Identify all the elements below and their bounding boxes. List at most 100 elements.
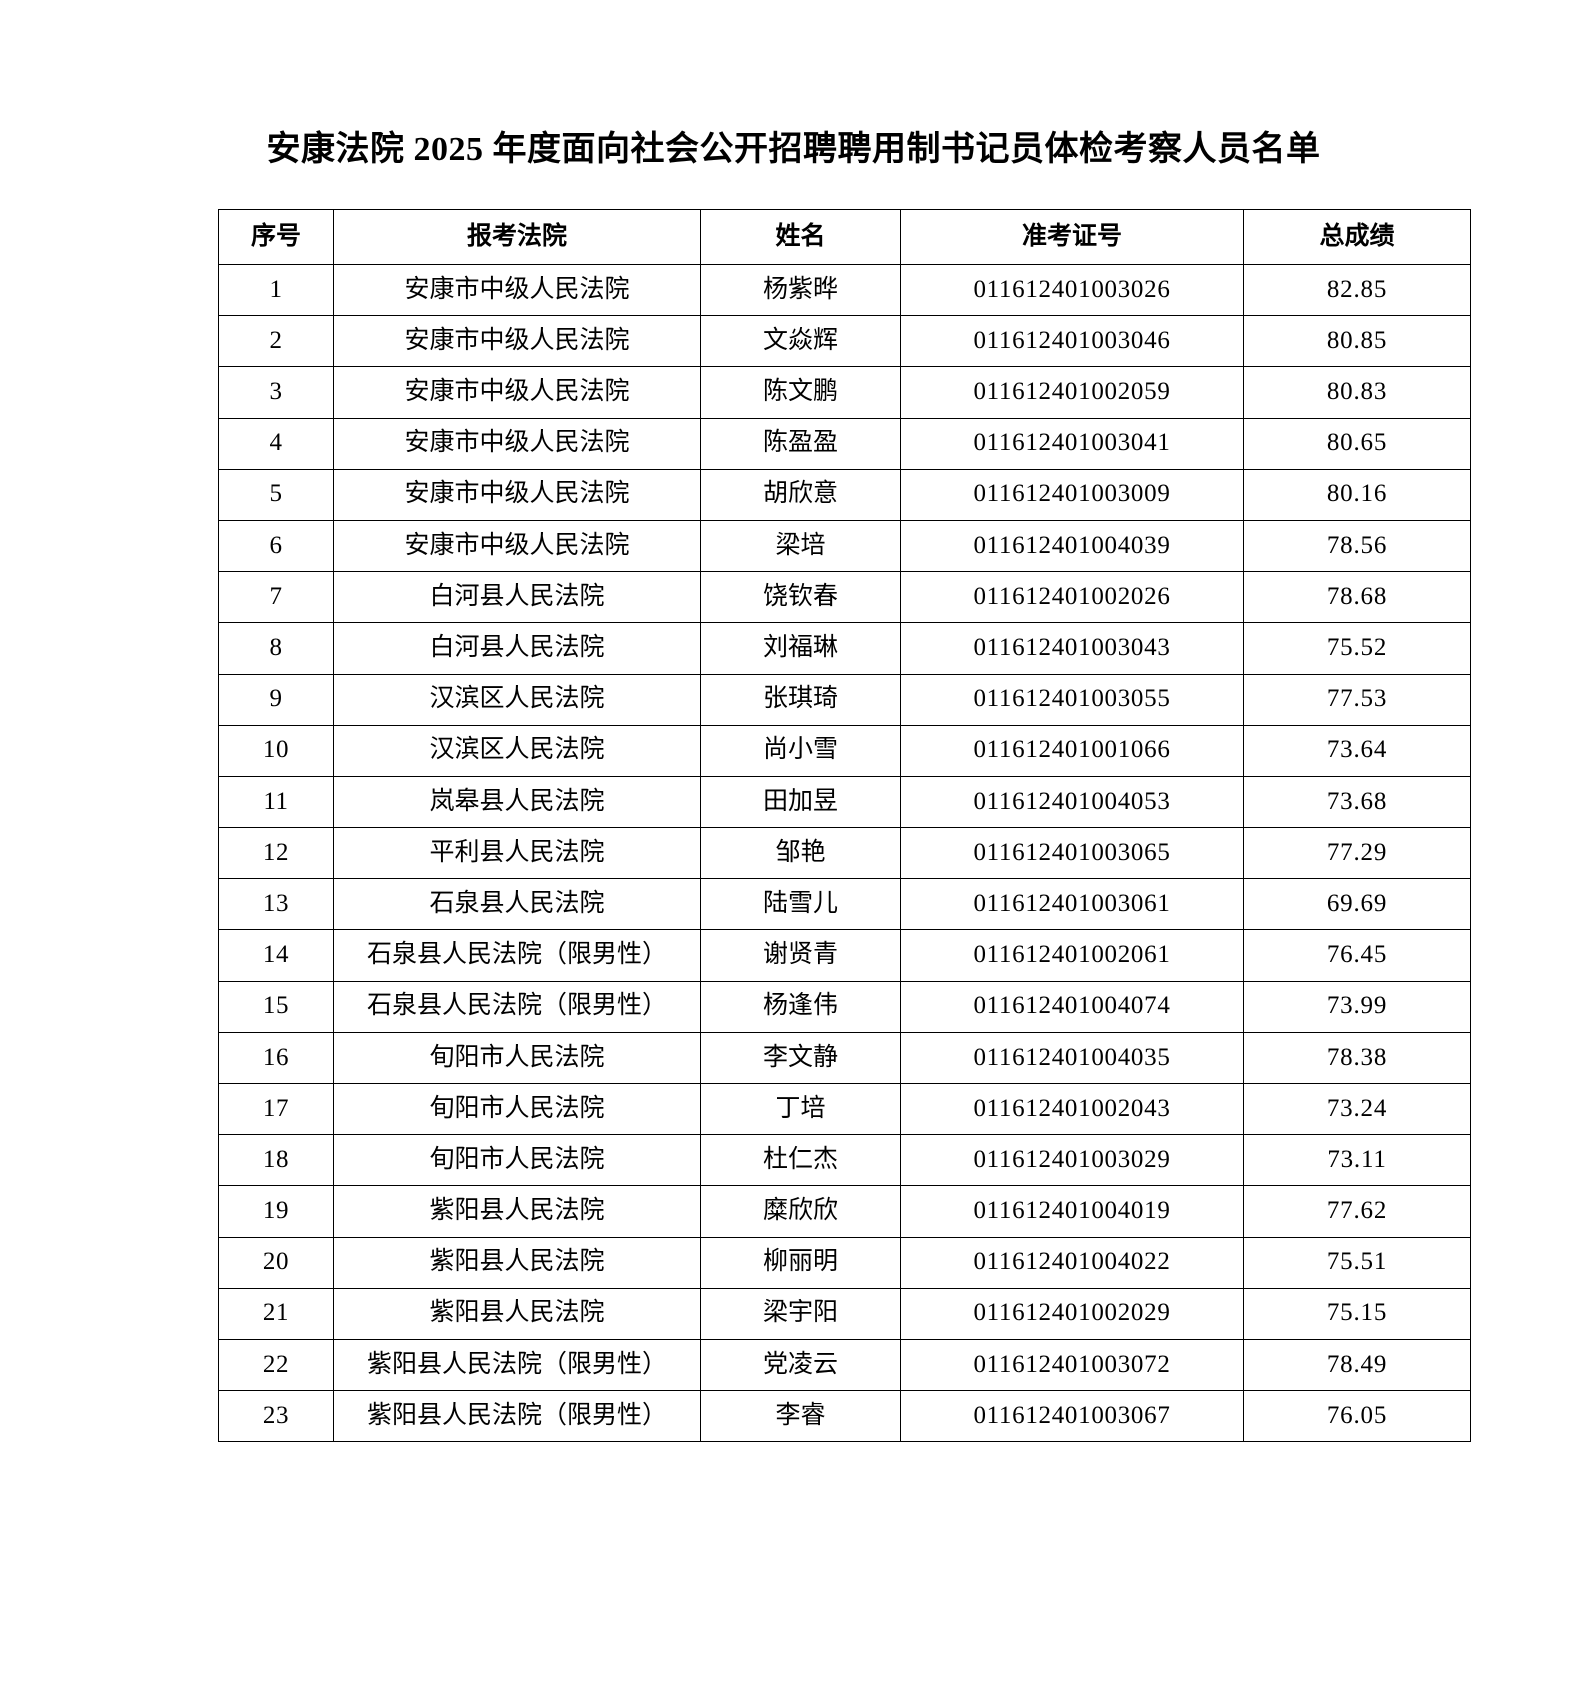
table-row: 5 安康市中级人民法院 胡欣意 011612401003009 80.16 <box>218 468 1471 521</box>
cell-ticket: 011612401003055 <box>900 673 1244 726</box>
cell-name: 梁宇阳 <box>700 1287 901 1340</box>
cell-index: 11 <box>218 775 334 829</box>
cell-court: 紫阳县人民法院（限男性） <box>333 1338 701 1392</box>
table-row: 17 旬阳市人民法院 丁培 011612401002043 73.24 <box>218 1082 1471 1136</box>
table-row: 11 岚皋县人民法院 田加昱 011612401004053 73.68 <box>218 775 1471 829</box>
table-row: 12 平利县人民法院 邹艳 011612401003065 77.29 <box>218 827 1471 880</box>
roster-table: 序号 报考法院 姓名 准考证号 总成绩 1 安康市中级人民法院 杨紫晔 0116124… <box>218 209 1471 1443</box>
cell-ticket: 011612401003046 <box>900 315 1244 368</box>
table-row: 2 安康市中级人民法院 文焱辉 011612401003046 80.85 <box>218 315 1471 368</box>
cell-ticket: 011612401003029 <box>900 1134 1244 1187</box>
cell-name: 文焱辉 <box>700 315 901 368</box>
cell-ticket: 011612401002043 <box>900 1082 1244 1136</box>
cell-index: 10 <box>218 724 334 777</box>
cell-ticket: 011612401002029 <box>900 1287 1244 1340</box>
table-row: 14 石泉县人民法院（限男性） 谢贤青 011612401002061 76.45 <box>218 929 1471 982</box>
cell-ticket: 011612401003072 <box>900 1338 1244 1392</box>
cell-score: 78.56 <box>1243 519 1471 573</box>
cell-ticket: 011612401003061 <box>900 878 1244 931</box>
table-row: 3 安康市中级人民法院 陈文鹏 011612401002059 80.83 <box>218 366 1471 419</box>
cell-score: 73.24 <box>1243 1082 1471 1136</box>
table-row: 22 紫阳县人民法院（限男性） 党凌云 011612401003072 78.49 <box>218 1338 1471 1392</box>
cell-score: 75.52 <box>1243 622 1471 675</box>
cell-name: 杨逢伟 <box>700 980 901 1033</box>
cell-court: 白河县人民法院 <box>333 622 701 675</box>
cell-index: 20 <box>218 1236 334 1289</box>
cell-court: 紫阳县人民法院 <box>333 1185 701 1238</box>
table-row: 4 安康市中级人民法院 陈盈盈 011612401003041 80.65 <box>218 417 1471 470</box>
cell-name: 丁培 <box>700 1082 901 1136</box>
cell-ticket: 011612401004074 <box>900 980 1244 1033</box>
column-header-name: 姓名 <box>700 209 901 265</box>
cell-ticket: 011612401003043 <box>900 622 1244 675</box>
table-header: 序号 报考法院 姓名 准考证号 总成绩 <box>218 209 1471 265</box>
cell-index: 2 <box>218 315 334 368</box>
table-row: 6 安康市中级人民法院 梁培 011612401004039 78.56 <box>218 519 1471 573</box>
cell-score: 78.49 <box>1243 1338 1471 1392</box>
cell-score: 69.69 <box>1243 878 1471 931</box>
table-row: 16 旬阳市人民法院 李文静 011612401004035 78.38 <box>218 1031 1471 1085</box>
cell-name: 李文静 <box>700 1031 901 1085</box>
cell-name: 饶钦春 <box>700 571 901 624</box>
cell-score: 73.64 <box>1243 724 1471 777</box>
cell-score: 78.38 <box>1243 1031 1471 1085</box>
cell-name: 陈盈盈 <box>700 417 901 470</box>
cell-index: 6 <box>218 519 334 573</box>
cell-court: 旬阳市人民法院 <box>333 1031 701 1085</box>
cell-score: 80.85 <box>1243 315 1471 368</box>
cell-index: 19 <box>218 1185 334 1238</box>
cell-index: 14 <box>218 929 334 982</box>
cell-court: 汉滨区人民法院 <box>333 673 701 726</box>
cell-name: 张琪琦 <box>700 673 901 726</box>
table-row: 15 石泉县人民法院（限男性） 杨逢伟 011612401004074 73.99 <box>218 980 1471 1033</box>
cell-score: 78.68 <box>1243 571 1471 624</box>
table-row: 7 白河县人民法院 饶钦春 011612401002026 78.68 <box>218 571 1471 624</box>
column-header-score: 总成绩 <box>1243 209 1471 265</box>
cell-score: 80.83 <box>1243 366 1471 419</box>
cell-court: 石泉县人民法院 <box>333 878 701 931</box>
cell-court: 紫阳县人民法院（限男性） <box>333 1390 701 1443</box>
cell-score: 76.05 <box>1243 1390 1471 1443</box>
table-body: 1 安康市中级人民法院 杨紫晔 011612401003026 82.85 2 安康市中级人… <box>218 263 1471 1443</box>
column-header-court: 报考法院 <box>333 209 701 265</box>
cell-name: 杜仁杰 <box>700 1134 901 1187</box>
cell-ticket: 011612401004035 <box>900 1031 1244 1085</box>
cell-court: 紫阳县人民法院 <box>333 1236 701 1289</box>
cell-index: 3 <box>218 366 334 419</box>
cell-name: 刘福琳 <box>700 622 901 675</box>
cell-court: 平利县人民法院 <box>333 827 701 880</box>
cell-score: 73.68 <box>1243 775 1471 829</box>
cell-index: 5 <box>218 468 334 521</box>
cell-name: 柳丽明 <box>700 1236 901 1289</box>
cell-ticket: 011612401004053 <box>900 775 1244 829</box>
cell-court: 安康市中级人民法院 <box>333 263 701 317</box>
cell-court: 旬阳市人民法院 <box>333 1134 701 1187</box>
cell-index: 12 <box>218 827 334 880</box>
cell-score: 77.53 <box>1243 673 1471 726</box>
cell-score: 75.51 <box>1243 1236 1471 1289</box>
cell-index: 23 <box>218 1390 334 1443</box>
cell-name: 田加昱 <box>700 775 901 829</box>
cell-court: 白河县人民法院 <box>333 571 701 624</box>
table-row: 1 安康市中级人民法院 杨紫晔 011612401003026 82.85 <box>218 263 1471 317</box>
cell-index: 16 <box>218 1031 334 1085</box>
cell-name: 李睿 <box>700 1390 901 1443</box>
cell-score: 73.99 <box>1243 980 1471 1033</box>
cell-court: 汉滨区人民法院 <box>333 724 701 777</box>
cell-ticket: 011612401003065 <box>900 827 1244 880</box>
cell-ticket: 011612401004019 <box>900 1185 1244 1238</box>
cell-name: 糜欣欣 <box>700 1185 901 1238</box>
cell-name: 谢贤青 <box>700 929 901 982</box>
cell-index: 7 <box>218 571 334 624</box>
table-row: 19 紫阳县人民法院 糜欣欣 011612401004019 77.62 <box>218 1185 1471 1238</box>
cell-court: 安康市中级人民法院 <box>333 366 701 419</box>
cell-ticket: 011612401003026 <box>900 263 1244 317</box>
column-header-ticket: 准考证号 <box>900 209 1244 265</box>
cell-score: 77.29 <box>1243 827 1471 880</box>
cell-name: 梁培 <box>700 519 901 573</box>
cell-score: 76.45 <box>1243 929 1471 982</box>
cell-score: 80.65 <box>1243 417 1471 470</box>
cell-index: 4 <box>218 417 334 470</box>
table-row: 9 汉滨区人民法院 张琪琦 011612401003055 77.53 <box>218 673 1471 726</box>
